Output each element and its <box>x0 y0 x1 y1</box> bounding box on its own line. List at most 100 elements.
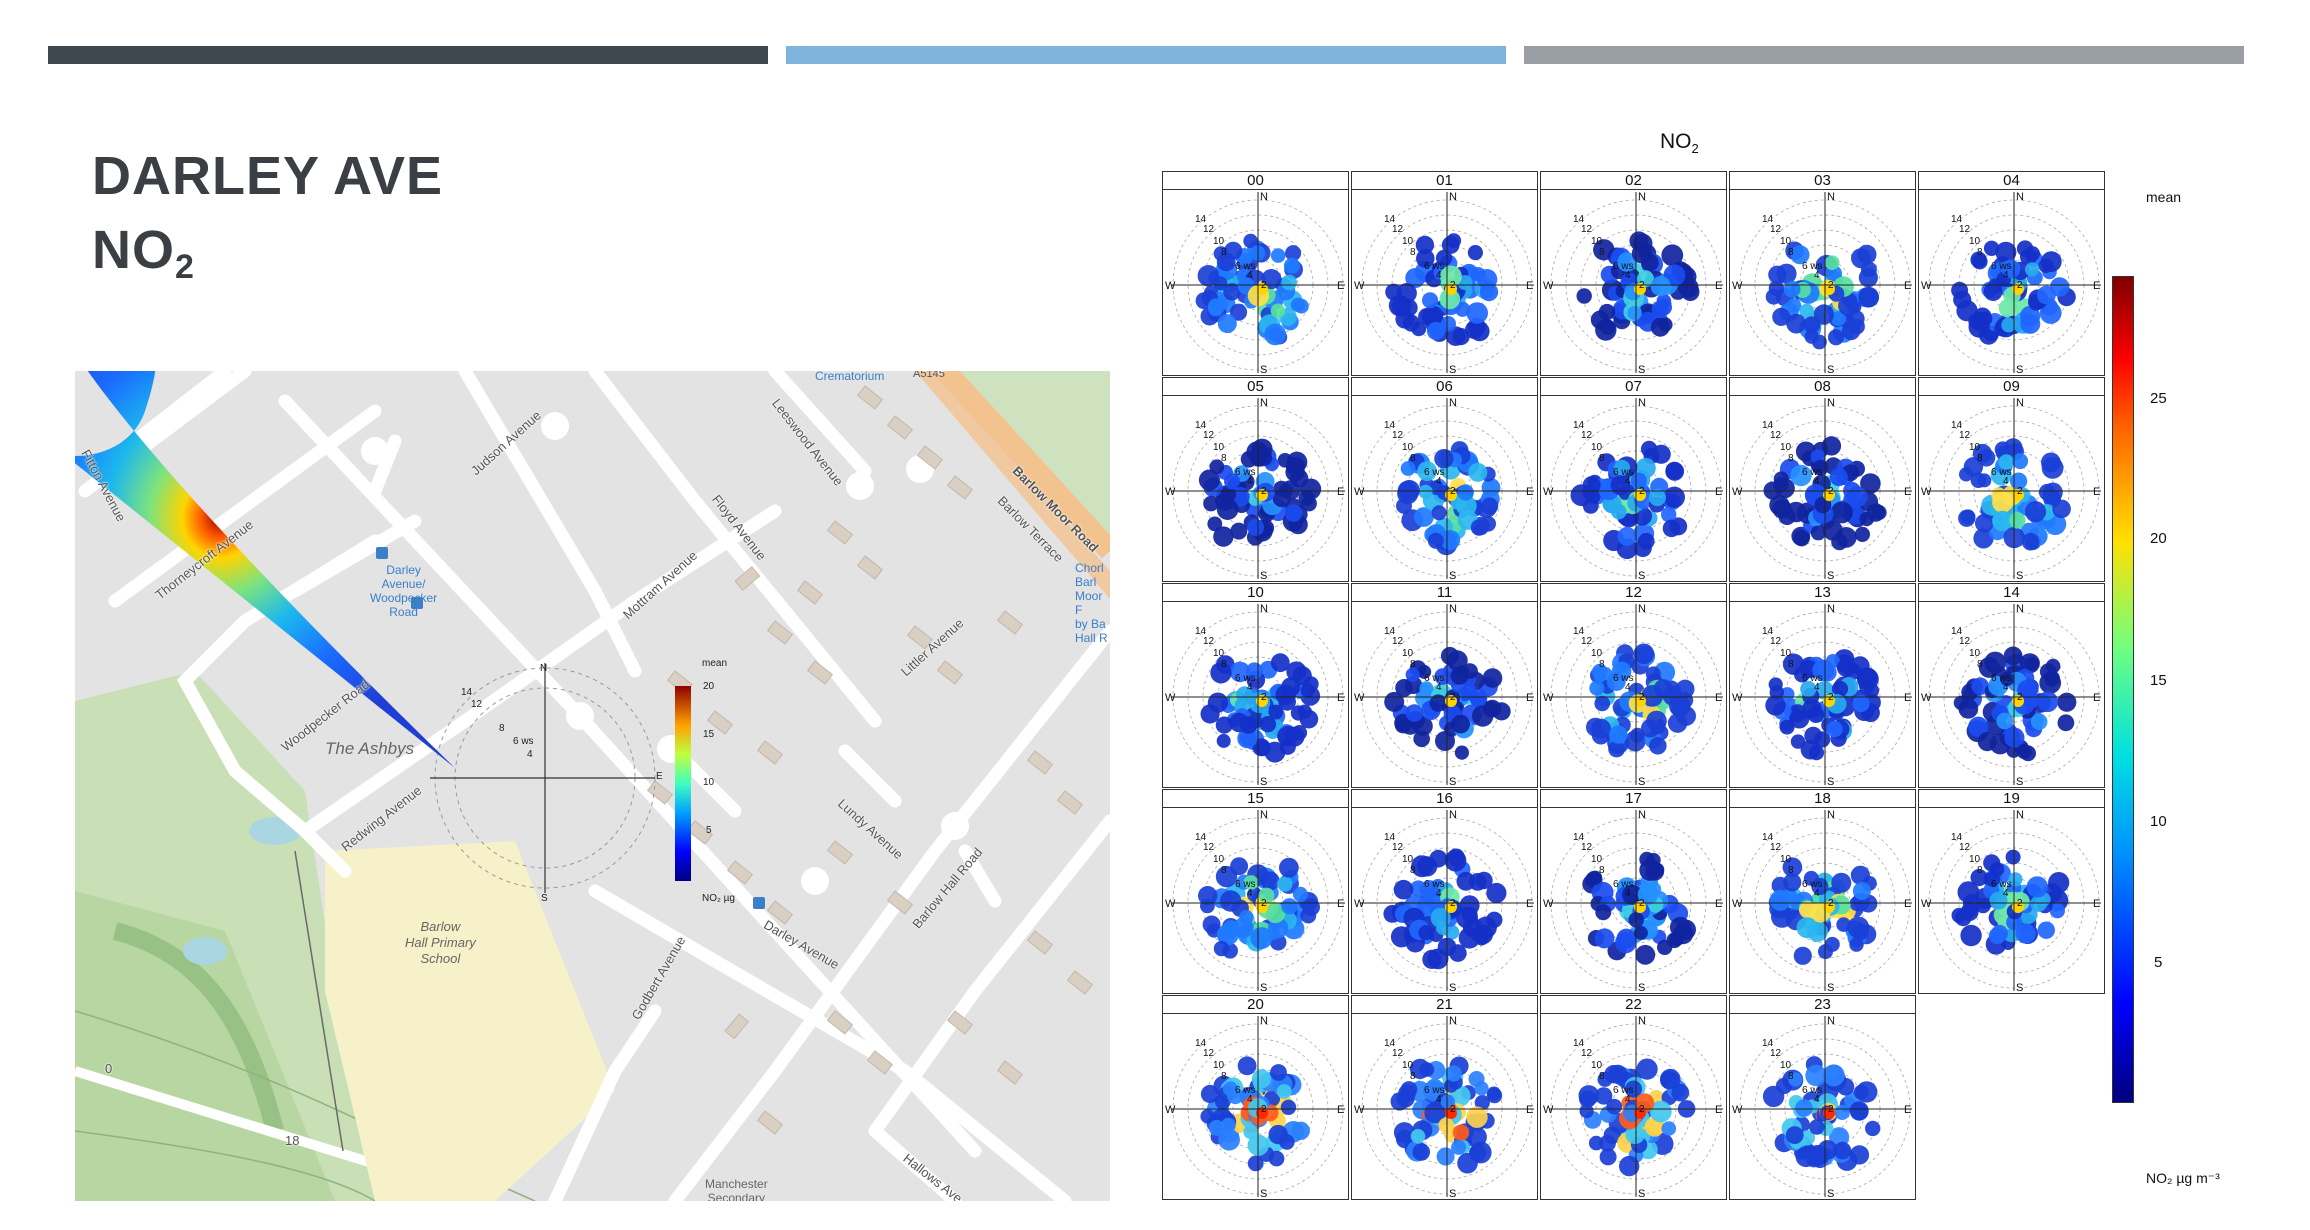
polar-cell-00: 00 N S W E 14 12 10 8 6 ws 4 2 <box>1162 171 1349 376</box>
polar-cell-05: 05 N S W E 14 12 10 8 6 ws 4 2 <box>1162 377 1349 582</box>
speed-label-4: 4 <box>1625 476 1631 487</box>
speed-label-12: 12 <box>1203 842 1215 853</box>
compass-s-label: S <box>1827 776 1834 787</box>
speed-label-14: 14 <box>1573 1038 1585 1049</box>
compass-n-label: N <box>1260 397 1268 409</box>
street-map: Fitton Avenue Thorneycroft Avenue Judson… <box>75 371 1110 1201</box>
compass-e-label: E <box>1337 280 1344 292</box>
slide-title: DARLEY AVE <box>92 146 444 206</box>
speed-label-14: 14 <box>1951 626 1963 637</box>
speed-label-6ws: 6 ws <box>1613 879 1634 890</box>
speed-label-4: 4 <box>1247 1094 1253 1105</box>
speed-label-12: 12 <box>1581 430 1593 441</box>
compass-s-label: S <box>1260 570 1267 581</box>
speed-label-12: 12 <box>1770 1048 1782 1059</box>
compass-w-label: W <box>1543 692 1554 704</box>
speed-label-2: 2 <box>1828 898 1834 909</box>
compass-w-label: W <box>1354 1104 1365 1116</box>
compass-n-label: N <box>2016 603 2024 615</box>
polar-cell-14: 14 N S W E 14 12 10 8 6 ws 4 2 <box>1918 583 2105 788</box>
bus-stop-icon-3 <box>753 897 765 909</box>
speed-label-12: 12 <box>1959 430 1971 441</box>
speed-label-4: 4 <box>2003 682 2009 693</box>
compass-w-label: W <box>1354 692 1365 704</box>
speed-label-6ws: 6 ws <box>1424 673 1445 684</box>
compass-e-label: E <box>2093 692 2100 704</box>
road-ref-label: A5145 <box>913 371 945 380</box>
speed-label-10: 10 <box>1591 648 1603 659</box>
bus-stop-icon-2 <box>411 597 423 609</box>
speed-label-2: 2 <box>1639 1104 1645 1115</box>
speed-label-6ws: 6 ws <box>1235 879 1256 890</box>
map-legend-tick-15: 15 <box>703 729 715 740</box>
speed-label-2: 2 <box>2017 280 2023 291</box>
speed-label-2: 2 <box>1261 280 1267 291</box>
colorbar-tick-5: 5 <box>2154 954 2163 971</box>
area-school: Barlow Hall Primary School <box>405 919 476 966</box>
speed-label-8: 8 <box>1221 453 1227 464</box>
polar-cell-hour-label: 11 <box>1352 584 1537 602</box>
polar-cell-hour-label: 23 <box>1730 996 1915 1014</box>
speed-label-4: 4 <box>1625 270 1631 281</box>
compass-n-label: N <box>1827 1015 1835 1027</box>
speed-label-6ws: 6 ws <box>1424 879 1445 890</box>
speed-label-12: 12 <box>1392 430 1404 441</box>
speed-label-14: 14 <box>1573 626 1585 637</box>
speed-label-10: 10 <box>1402 442 1414 453</box>
speed-label-12: 12 <box>1770 636 1782 647</box>
contour-label-0: 0 <box>105 1061 113 1076</box>
polar-cell-hour-label: 01 <box>1352 172 1537 190</box>
polar-cell-hour-label: 08 <box>1730 378 1915 396</box>
speed-label-12: 12 <box>1203 430 1215 441</box>
speed-label-2: 2 <box>1261 898 1267 909</box>
polar-cell-03: 03 N S W E 14 12 10 8 6 ws 4 2 <box>1729 171 1916 376</box>
speed-label-14: 14 <box>1195 626 1207 637</box>
compass-s-label: S <box>1827 982 1834 993</box>
compass-e-label: E <box>1904 280 1911 292</box>
polar-cell-hour-label: 15 <box>1163 790 1348 808</box>
map-speed-14: 14 <box>461 687 473 698</box>
speed-label-8: 8 <box>1599 659 1605 670</box>
speed-label-8: 8 <box>1788 1071 1794 1082</box>
map-speed-4: 4 <box>527 749 533 760</box>
speed-label-14: 14 <box>1573 214 1585 225</box>
bus-stop-icon <box>376 547 388 559</box>
speed-label-2: 2 <box>1450 898 1456 909</box>
grid-title: NO2 <box>1660 130 1699 156</box>
polar-cell-20: 20 N S W E 14 12 10 8 6 ws 4 2 <box>1162 995 1349 1200</box>
compass-n-label: N <box>1449 397 1457 409</box>
speed-label-2: 2 <box>2017 486 2023 497</box>
speed-label-10: 10 <box>1213 442 1225 453</box>
compass-n-label: N <box>1638 191 1646 203</box>
speed-label-4: 4 <box>1247 888 1253 899</box>
compass-w-label: W <box>1165 486 1176 498</box>
speed-label-4: 4 <box>1436 476 1442 487</box>
speed-label-8: 8 <box>1410 247 1416 258</box>
subtitle-main: NO <box>92 220 175 280</box>
polar-cell-19: 19 N S W E 14 12 10 8 6 ws 4 2 <box>1918 789 2105 994</box>
speed-label-2: 2 <box>1639 692 1645 703</box>
speed-label-2: 2 <box>1261 692 1267 703</box>
compass-n-label: N <box>1638 1015 1646 1027</box>
map-polar-plot <box>75 371 691 893</box>
polar-cell-21: 21 N S W E 14 12 10 8 6 ws 4 2 <box>1351 995 1538 1200</box>
polar-cell-hour-label: 21 <box>1352 996 1537 1014</box>
compass-s-label: S <box>1260 364 1267 375</box>
compass-s-label: S <box>1827 364 1834 375</box>
speed-label-10: 10 <box>1591 442 1603 453</box>
speed-label-10: 10 <box>1969 442 1981 453</box>
map-canvas <box>75 371 1110 1201</box>
speed-label-2: 2 <box>1261 486 1267 497</box>
polar-cell-hour-label: 22 <box>1541 996 1726 1014</box>
speed-label-10: 10 <box>1969 236 1981 247</box>
compass-n-label: N <box>2016 191 2024 203</box>
speed-label-8: 8 <box>1221 1071 1227 1082</box>
speed-label-14: 14 <box>1951 420 1963 431</box>
speed-label-4: 4 <box>2003 476 2009 487</box>
